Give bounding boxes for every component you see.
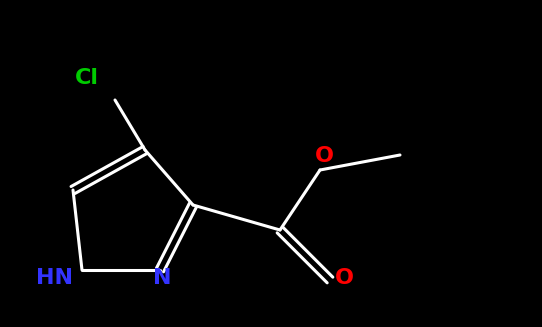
Text: Cl: Cl [75, 68, 99, 88]
Text: N: N [153, 268, 171, 288]
Text: O: O [334, 268, 353, 288]
Text: O: O [314, 146, 333, 166]
Text: HN: HN [35, 268, 73, 288]
